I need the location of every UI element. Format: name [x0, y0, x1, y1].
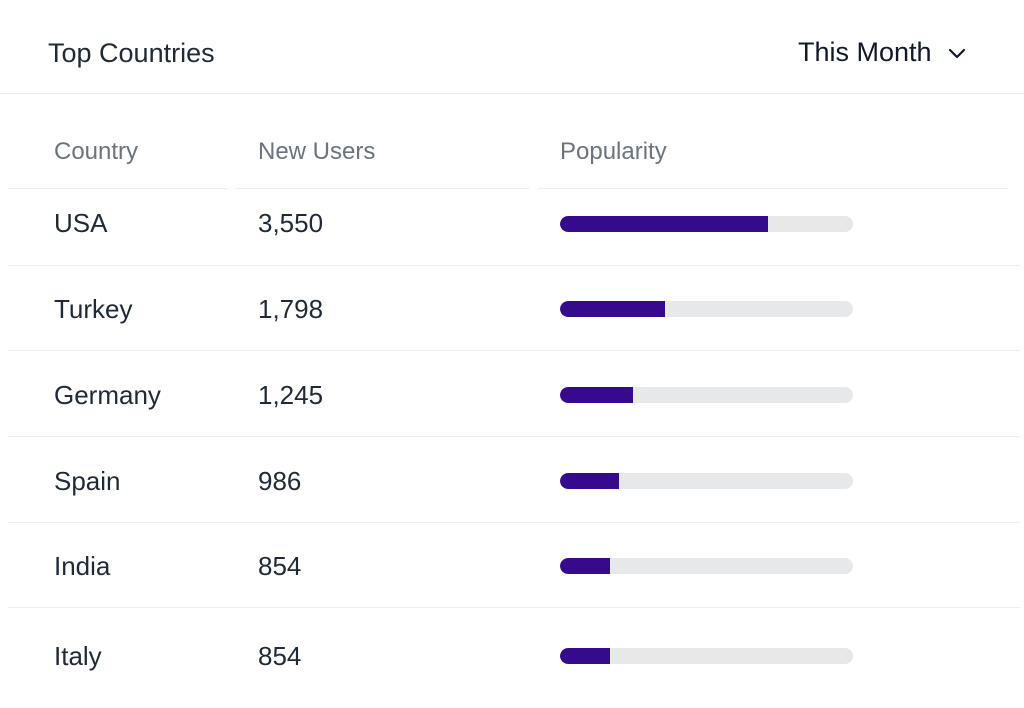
- country-cell: Spain: [54, 466, 121, 496]
- column-header-popularity: Popularity: [560, 138, 667, 165]
- column-header-new-users: New Users: [258, 138, 376, 165]
- new-users-cell: 854: [258, 641, 302, 671]
- popularity-bar-fill: [560, 473, 619, 489]
- table-row[interactable]: Italy 854: [8, 609, 1020, 694]
- country-cell: India: [54, 551, 111, 581]
- header-divider: [538, 188, 1008, 189]
- chevron-down-svg: [948, 48, 965, 59]
- new-users-cell: 3,550: [258, 208, 324, 238]
- card-header: Top Countries This Month: [0, 0, 1024, 94]
- new-users-cell: 1,798: [258, 294, 324, 324]
- new-users-cell: 1,245: [258, 380, 324, 410]
- table-row[interactable]: Spain 986: [8, 438, 1020, 523]
- column-header-country: Country: [54, 138, 139, 165]
- table-row[interactable]: Germany 1,245: [8, 352, 1020, 437]
- popularity-bar: [560, 387, 853, 403]
- popularity-bar-fill: [560, 387, 634, 403]
- popularity-bar-fill: [560, 301, 666, 317]
- table-row[interactable]: India 854: [8, 523, 1020, 608]
- popularity-bar: [560, 558, 853, 574]
- country-cell: USA: [54, 208, 108, 238]
- country-cell: Italy: [54, 641, 102, 671]
- table-row[interactable]: Turkey 1,798: [8, 266, 1020, 351]
- popularity-bar: [560, 473, 853, 489]
- card-title: Top Countries: [48, 38, 215, 68]
- header-divider: [8, 188, 228, 189]
- country-cell: Turkey: [54, 294, 133, 324]
- popularity-bar-fill: [560, 648, 610, 664]
- header-divider: [235, 188, 530, 189]
- chevron-down-icon: [948, 46, 966, 59]
- new-users-cell: 854: [258, 551, 302, 581]
- table-row[interactable]: USA 3,550: [8, 181, 1020, 266]
- popularity-bar-fill: [560, 558, 610, 574]
- popularity-bar: [560, 648, 853, 664]
- popularity-bar: [560, 216, 853, 232]
- table-header-row: Country New Users Popularity: [0, 128, 1024, 176]
- country-cell: Germany: [54, 380, 161, 410]
- popularity-bar-fill: [560, 216, 769, 232]
- period-dropdown-label: This Month: [798, 37, 932, 67]
- new-users-cell: 986: [258, 466, 302, 496]
- period-dropdown[interactable]: This Month: [798, 34, 966, 70]
- popularity-bar: [560, 301, 853, 317]
